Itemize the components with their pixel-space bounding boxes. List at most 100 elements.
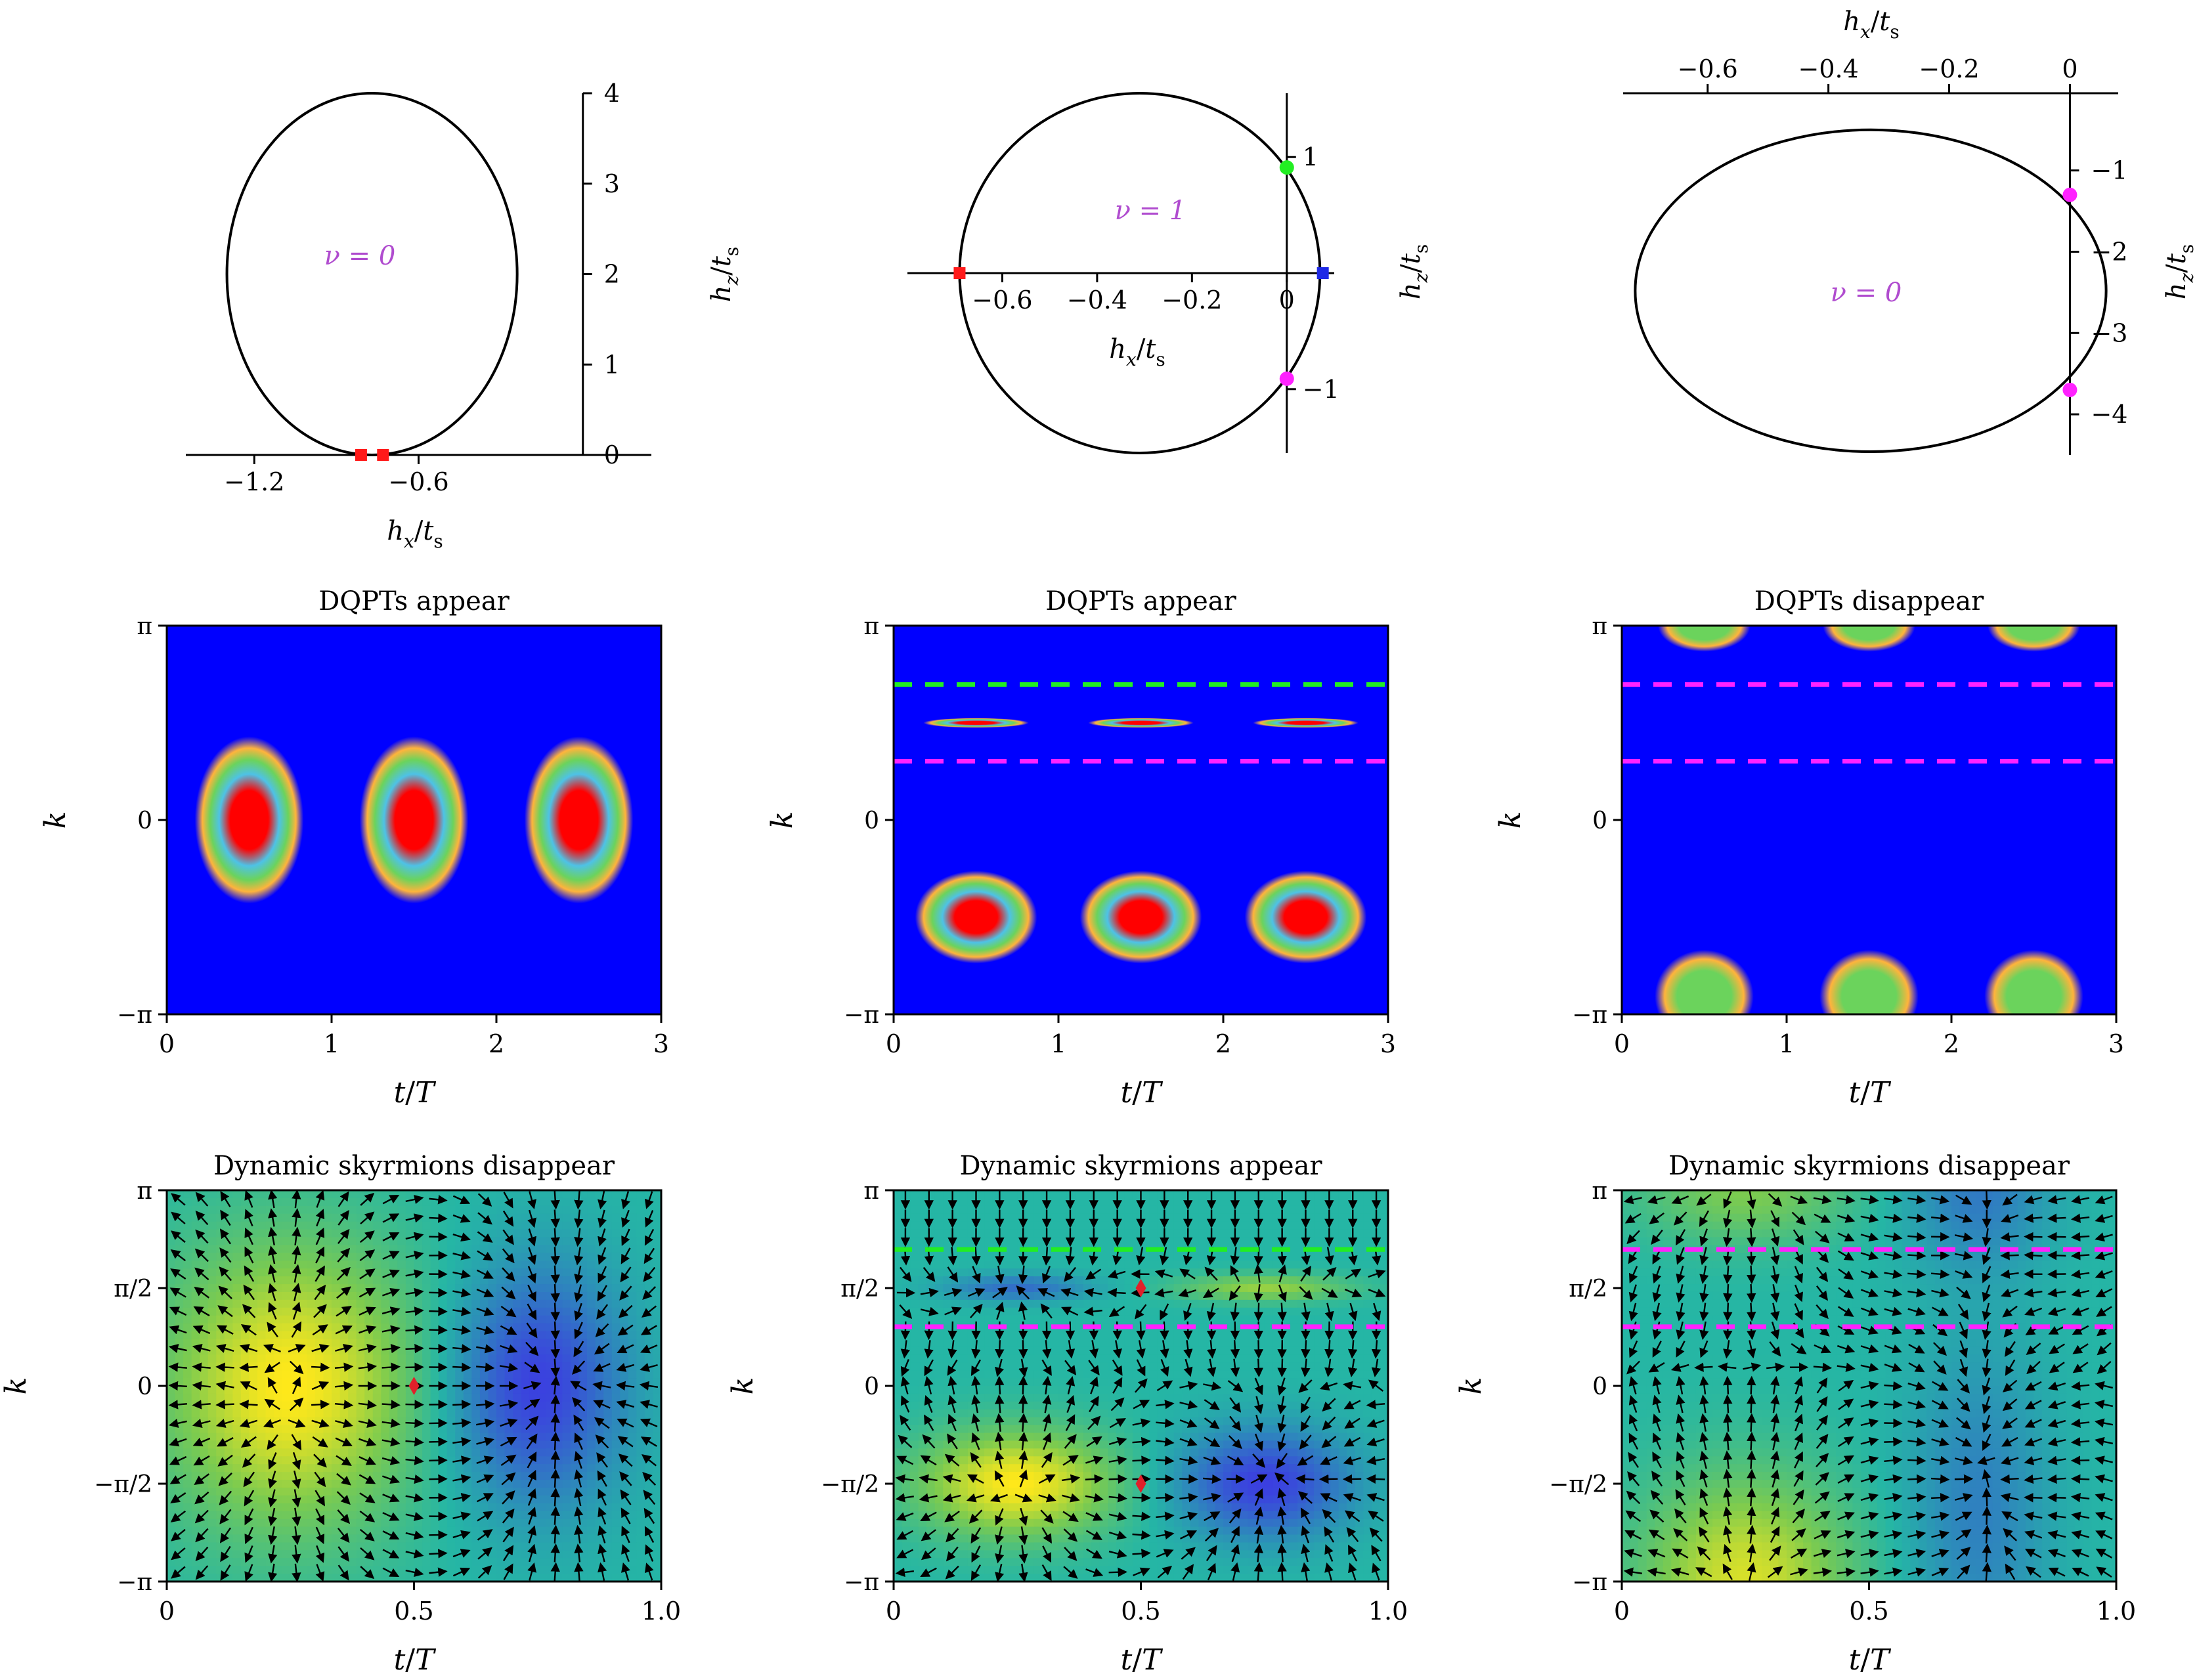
field-cell bbox=[910, 1409, 919, 1418]
field-cell bbox=[282, 1260, 291, 1269]
field-cell bbox=[926, 1558, 936, 1566]
field-cell bbox=[1058, 1190, 1068, 1199]
field-cell bbox=[943, 1464, 952, 1473]
field-cell bbox=[232, 1440, 242, 1449]
field-cell bbox=[1033, 1299, 1043, 1308]
field-cell bbox=[207, 1542, 217, 1551]
field-cell bbox=[1075, 1448, 1084, 1457]
field-cell bbox=[439, 1425, 448, 1434]
field-cell bbox=[183, 1268, 192, 1277]
field-cell bbox=[1050, 1229, 1059, 1238]
field-cell bbox=[894, 1464, 903, 1473]
field-cell bbox=[1033, 1370, 1043, 1379]
field-cell bbox=[397, 1574, 406, 1582]
field-cell bbox=[926, 1480, 936, 1488]
field-cell bbox=[298, 1229, 307, 1238]
field-cell bbox=[546, 1197, 555, 1207]
field-cell bbox=[471, 1550, 481, 1559]
field-cell bbox=[926, 1197, 936, 1207]
field-cell bbox=[422, 1480, 431, 1488]
field-cell bbox=[959, 1566, 968, 1574]
field-cell bbox=[339, 1542, 349, 1551]
field-cell bbox=[1099, 1425, 1108, 1434]
field-cell bbox=[364, 1409, 374, 1418]
y-axis-label: hz/ts bbox=[1396, 244, 1432, 299]
field-cell bbox=[207, 1190, 217, 1199]
field-cell bbox=[1033, 1268, 1043, 1277]
field-cell bbox=[216, 1425, 225, 1434]
field-cell bbox=[446, 1472, 456, 1480]
field-cell bbox=[405, 1393, 415, 1402]
field-cell bbox=[274, 1253, 283, 1261]
field-cell bbox=[918, 1566, 927, 1574]
field-cell bbox=[537, 1190, 546, 1199]
field-cell bbox=[257, 1401, 267, 1410]
field-cell bbox=[611, 1393, 620, 1402]
field-cell bbox=[323, 1268, 332, 1277]
field-cell bbox=[504, 1354, 513, 1363]
x-axis-label: t/T bbox=[394, 1076, 437, 1109]
field-cell bbox=[959, 1268, 968, 1277]
field-cell bbox=[274, 1542, 283, 1551]
field-cell bbox=[249, 1574, 258, 1582]
field-cell bbox=[1009, 1253, 1018, 1261]
field-cell bbox=[918, 1362, 927, 1371]
field-cell bbox=[488, 1291, 497, 1301]
field-cell bbox=[546, 1456, 555, 1465]
field-cell bbox=[496, 1315, 506, 1324]
field-cell bbox=[282, 1425, 291, 1434]
field-cell bbox=[488, 1386, 497, 1394]
field-cell bbox=[207, 1464, 217, 1473]
field-cell bbox=[207, 1370, 217, 1379]
field-cell bbox=[1009, 1245, 1018, 1253]
field-cell bbox=[216, 1339, 225, 1347]
field-cell bbox=[307, 1566, 316, 1574]
field-cell bbox=[381, 1574, 390, 1582]
field-cell bbox=[1099, 1464, 1108, 1473]
field-cell bbox=[910, 1276, 919, 1285]
field-cell bbox=[422, 1393, 431, 1402]
field-cell bbox=[984, 1362, 993, 1371]
field-cell bbox=[926, 1339, 936, 1347]
field-cell bbox=[496, 1284, 506, 1293]
field-cell bbox=[323, 1409, 332, 1418]
field-cell bbox=[207, 1323, 217, 1332]
field-cell bbox=[323, 1245, 332, 1253]
field-cell bbox=[439, 1354, 448, 1363]
field-cell bbox=[943, 1299, 952, 1308]
field-cell bbox=[504, 1464, 513, 1473]
field-cell bbox=[984, 1448, 993, 1457]
field-cell bbox=[603, 1566, 613, 1574]
field-cell bbox=[381, 1464, 390, 1473]
field-cell bbox=[1001, 1370, 1010, 1379]
field-cell bbox=[918, 1386, 927, 1394]
field-cell bbox=[200, 1245, 209, 1253]
field-cell bbox=[1099, 1197, 1108, 1207]
field-cell bbox=[636, 1526, 645, 1536]
field-cell bbox=[446, 1542, 456, 1551]
field-cell bbox=[918, 1401, 927, 1410]
field-cell bbox=[224, 1205, 233, 1215]
field-cell bbox=[200, 1518, 209, 1528]
field-cell bbox=[488, 1190, 497, 1199]
field-cell bbox=[307, 1378, 316, 1387]
field-cell bbox=[513, 1432, 522, 1442]
field-cell bbox=[167, 1472, 176, 1480]
field-cell bbox=[422, 1472, 431, 1480]
field-cell bbox=[546, 1378, 555, 1387]
field-cell bbox=[513, 1495, 522, 1504]
field-cell bbox=[967, 1409, 977, 1418]
field-cell bbox=[537, 1526, 546, 1536]
field-cell bbox=[636, 1323, 645, 1332]
field-cell bbox=[611, 1448, 620, 1457]
field-cell bbox=[934, 1440, 944, 1449]
field-cell bbox=[216, 1526, 225, 1536]
field-cell bbox=[1009, 1566, 1018, 1574]
field-cell bbox=[910, 1190, 919, 1199]
field-cell bbox=[562, 1307, 571, 1316]
field-cell bbox=[488, 1550, 497, 1559]
chart-title: DQPTs disappear bbox=[1754, 586, 1984, 616]
field-cell bbox=[1099, 1448, 1108, 1457]
field-cell bbox=[496, 1307, 506, 1316]
field-cell bbox=[1050, 1299, 1059, 1308]
